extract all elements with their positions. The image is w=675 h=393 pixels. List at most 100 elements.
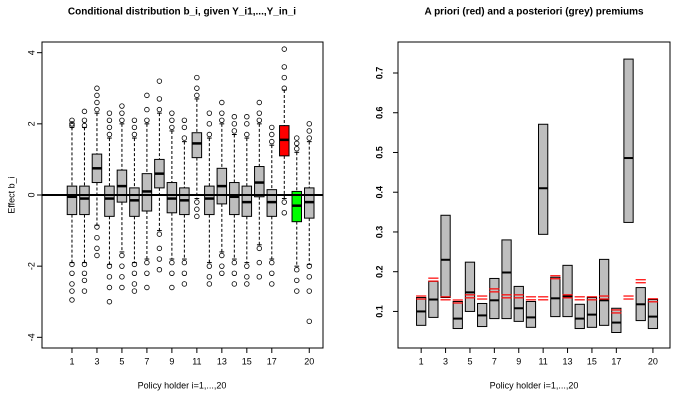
- outlier: [219, 270, 225, 276]
- x-axis-label: Policy holder i=1,...,20: [138, 380, 227, 390]
- outlier: [294, 288, 300, 294]
- outlier: [106, 117, 113, 123]
- outlier: [281, 199, 287, 205]
- y-tick-label: 0.3: [374, 226, 384, 239]
- outlier: [106, 284, 113, 291]
- range-box: [501, 239, 512, 320]
- range-box: [489, 277, 500, 320]
- outlier: [269, 138, 275, 145]
- range-box: [562, 264, 573, 318]
- outlier: [231, 114, 238, 120]
- chart-title: Conditional distribution b_i, given Y_i1…: [68, 7, 296, 18]
- x-tick-label: 20: [648, 356, 658, 366]
- outlier: [156, 231, 163, 237]
- outlier: [94, 92, 100, 99]
- box: [129, 187, 140, 217]
- outlier: [156, 267, 163, 273]
- plot-frame: [397, 41, 671, 349]
- outlier: [181, 124, 188, 131]
- outlier: [81, 261, 88, 268]
- outlier: [169, 110, 175, 116]
- outlier: [194, 199, 200, 205]
- outlier: [256, 99, 263, 106]
- box: [66, 185, 78, 216]
- x-tick-label: 7: [492, 356, 497, 366]
- outlier: [169, 259, 175, 266]
- x-tick-label: 9: [516, 356, 521, 366]
- outlier: [106, 299, 113, 305]
- outlier: [194, 92, 200, 99]
- outlier: [169, 117, 175, 123]
- x-tick-label: 17: [611, 356, 621, 366]
- x-tick-label: 3: [94, 356, 99, 366]
- outlier: [206, 110, 213, 116]
- outlier: [256, 117, 263, 123]
- outlier: [94, 106, 100, 113]
- outlier: [144, 284, 150, 291]
- outlier: [231, 128, 238, 134]
- range-box: [452, 301, 463, 330]
- outlier: [144, 259, 150, 266]
- outlier: [119, 110, 125, 116]
- outlier: [269, 270, 275, 276]
- range-box: [464, 261, 476, 312]
- x-tick-label: 15: [587, 356, 597, 366]
- outlier: [206, 121, 213, 127]
- outlier: [144, 117, 150, 123]
- outlier: [69, 288, 75, 294]
- outlier: [94, 252, 100, 259]
- outlier: [219, 263, 225, 269]
- range-box: [440, 214, 451, 299]
- outlier: [256, 274, 263, 280]
- outlier: [269, 281, 275, 287]
- outlier: [306, 263, 312, 269]
- outlier: [69, 117, 75, 123]
- outlier: [206, 131, 213, 138]
- outlier: [306, 135, 312, 141]
- outlier: [169, 284, 175, 291]
- outlier: [306, 121, 312, 127]
- outlier: [306, 288, 312, 294]
- outlier: [94, 234, 100, 241]
- outlier: [281, 74, 287, 81]
- outlier: [294, 140, 300, 147]
- range-box: [574, 303, 585, 330]
- outlier: [106, 131, 113, 138]
- outlier: [231, 270, 238, 276]
- outlier: [281, 210, 287, 216]
- range-box: [550, 276, 561, 318]
- outlier: [94, 99, 100, 106]
- outlier: [81, 122, 88, 129]
- x-tick-label: 5: [119, 356, 124, 366]
- outlier: [306, 318, 312, 325]
- outlier: [156, 78, 163, 84]
- outlier: [94, 224, 100, 230]
- range-box: [586, 297, 598, 328]
- y-tick-label: 0.7: [374, 67, 384, 80]
- box: [204, 185, 215, 216]
- x-tick-label: 15: [242, 356, 252, 366]
- outlier: [119, 274, 125, 280]
- outlier: [81, 117, 88, 123]
- outlier: [81, 288, 88, 294]
- outlier: [81, 108, 88, 115]
- outlier: [219, 99, 225, 106]
- box: [79, 185, 90, 216]
- y-tick-label: 4: [26, 50, 36, 55]
- x-tick-label: 1: [69, 356, 74, 366]
- outlier: [181, 135, 188, 141]
- outlier: [244, 263, 250, 269]
- outlier: [231, 259, 238, 266]
- y-axis-label: Effect b_i: [6, 176, 16, 213]
- outlier: [94, 85, 100, 91]
- outlier: [256, 259, 263, 266]
- outlier: [169, 124, 175, 131]
- outlier: [194, 85, 200, 91]
- y-tick-label: 0: [26, 192, 36, 197]
- x-tick-label: 11: [538, 356, 547, 366]
- x-tick-label: 17: [267, 356, 277, 366]
- outlier: [119, 263, 125, 269]
- outlier: [156, 106, 163, 113]
- y-tick-label: -4: [26, 333, 36, 341]
